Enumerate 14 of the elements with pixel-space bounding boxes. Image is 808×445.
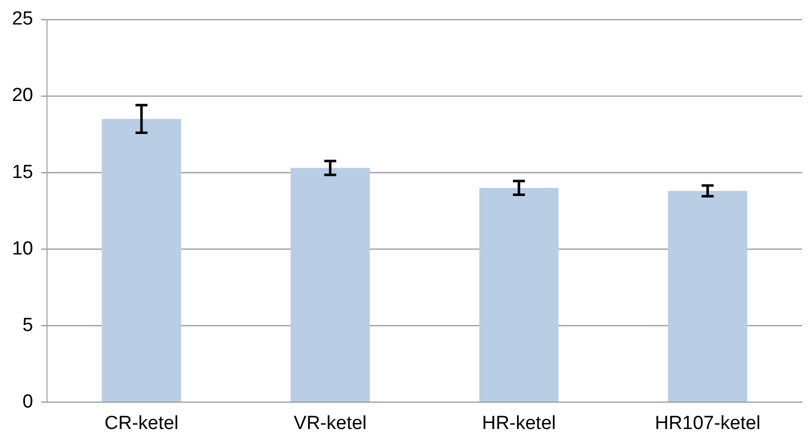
y-tick-label: 15 [12,162,34,183]
x-tick-label: VR-ketel [294,412,367,434]
x-tick-label: HR-ketel [482,412,556,434]
y-tick-label: 10 [12,238,34,260]
y-tick-label: 25 [12,8,34,30]
x-tick-label: CR-ketel [104,412,178,434]
y-tick-label: 20 [12,85,34,106]
bar [102,118,182,402]
bar [668,190,748,402]
y-tick-label: 5 [22,314,34,336]
x-tick-label: HR107-ketel [654,412,760,434]
y-tick-label: 0 [22,391,34,412]
bar [290,168,370,402]
bar [479,188,559,402]
